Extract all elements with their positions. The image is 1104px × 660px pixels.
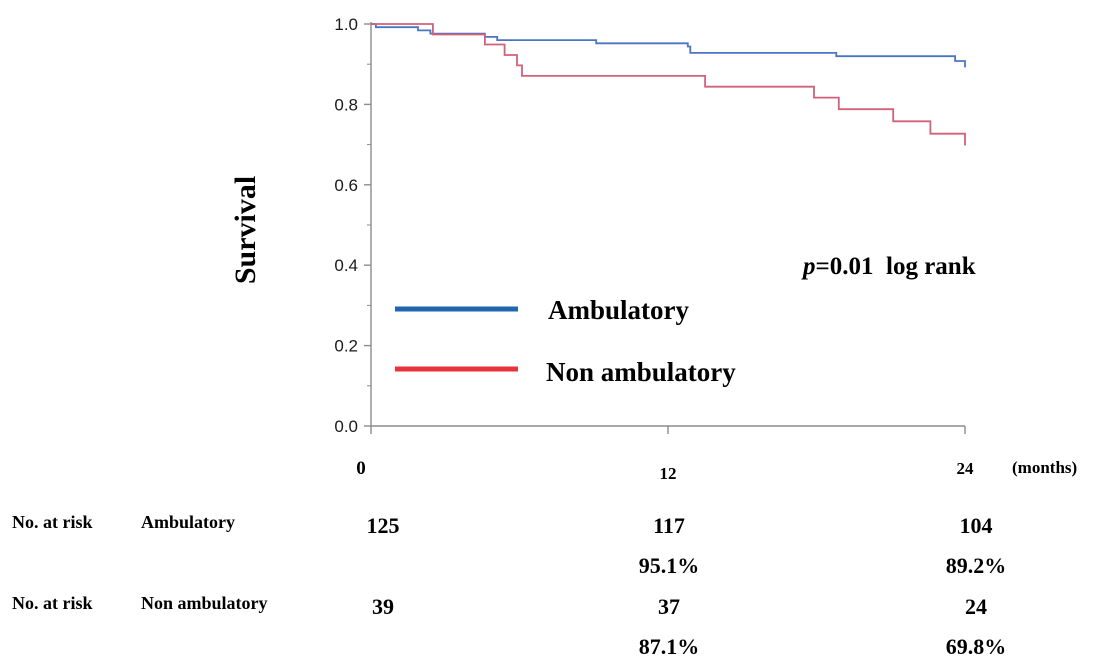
survival-curve-ambulatory (371, 23, 966, 68)
y-axis-ticks: 0.0 0.2 0.4 0.6 0.8 1.0 (334, 15, 371, 436)
y-axis-label: Survival (229, 176, 262, 284)
x-tick-label: 12 (660, 464, 677, 483)
risk-count: 24 (965, 594, 987, 619)
risk-row-label-non-ambulatory: No. at risk (12, 593, 93, 613)
risk-percent: 89.2% (945, 553, 1007, 578)
legend: Ambulatory Non ambulatory (395, 295, 736, 387)
risk-count: 37 (658, 594, 680, 619)
x-tick-label: 0 (356, 458, 366, 479)
y-tick-label: 0.0 (334, 417, 358, 436)
survival-curves (371, 23, 966, 146)
legend-label-ambulatory: Ambulatory (548, 295, 689, 325)
y-tick-label: 0.2 (334, 337, 358, 356)
risk-count: 104 (959, 513, 993, 538)
risk-percent: 69.8% (945, 634, 1007, 659)
x-tick-label: 24 (957, 459, 975, 478)
p-value-annotation: p=0.01 log rank (801, 253, 976, 280)
legend-label-non-ambulatory: Non ambulatory (546, 357, 736, 387)
y-tick-label: 1.0 (334, 15, 358, 34)
y-tick-label: 0.6 (334, 176, 358, 195)
risk-percent: 87.1% (638, 634, 700, 659)
risk-percent: 95.1% (638, 553, 700, 578)
risk-count: 117 (653, 513, 685, 538)
risk-count: 39 (372, 594, 394, 619)
y-tick-label: 0.4 (334, 256, 358, 275)
risk-row-label-ambulatory: No. at risk (12, 512, 93, 532)
y-tick-label: 0.8 (334, 95, 358, 114)
survival-curve-non-ambulatory (371, 23, 966, 146)
p-value-text: =0.01 log rank (816, 253, 976, 280)
x-axis-label: (months) (1012, 458, 1077, 477)
p-value-symbol: p (801, 253, 816, 280)
risk-group-ambulatory: Ambulatory (141, 512, 235, 532)
x-axis-ticks: 0 12 24 (356, 426, 974, 483)
risk-count: 125 (366, 513, 400, 538)
risk-group-non-ambulatory: Non ambulatory (141, 593, 268, 613)
